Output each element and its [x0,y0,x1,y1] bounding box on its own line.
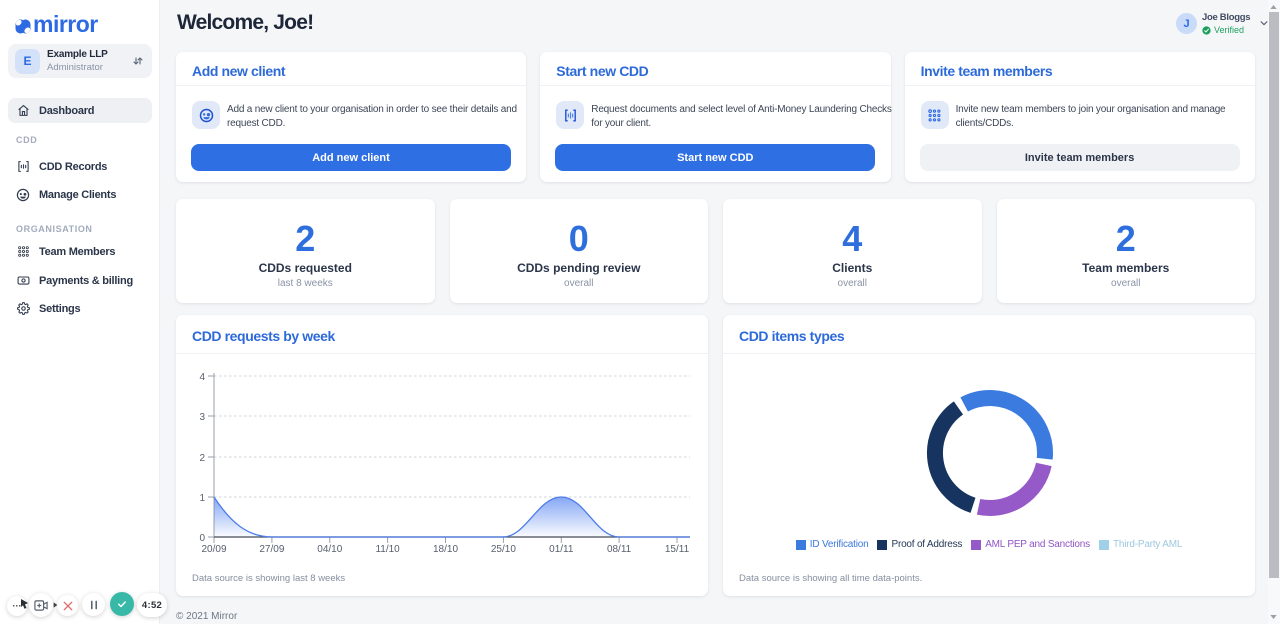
svg-text:4: 4 [199,372,205,383]
svg-text:2: 2 [199,453,205,464]
svg-text:15/11: 15/11 [665,544,690,555]
svg-text:01/11: 01/11 [549,544,574,555]
svg-text:0: 0 [199,533,205,544]
svg-text:3: 3 [199,412,205,423]
svg-text:04/10: 04/10 [317,544,342,555]
svg-text:27/09: 27/09 [259,544,284,555]
svg-text:11/10: 11/10 [375,544,400,555]
svg-text:20/09: 20/09 [201,544,226,555]
svg-text:25/10: 25/10 [491,544,516,555]
svg-text:18/10: 18/10 [433,544,458,555]
svg-text:08/11: 08/11 [607,544,632,555]
svg-text:1: 1 [199,493,205,504]
